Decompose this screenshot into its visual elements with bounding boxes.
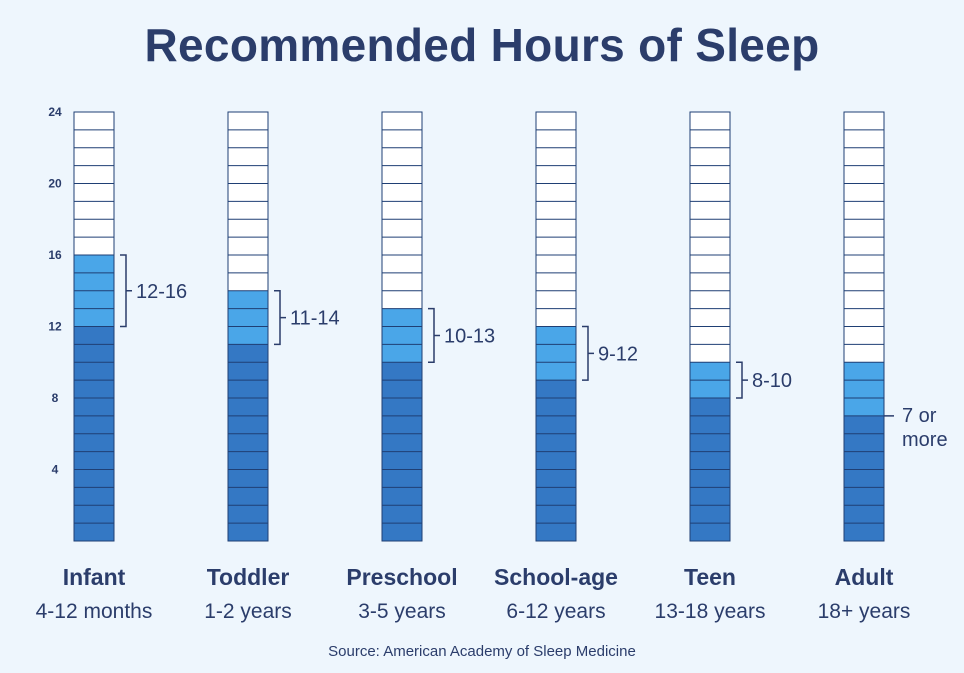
range-label: more <box>902 429 948 451</box>
category-label: Adult <box>834 564 894 590</box>
range-label: 7 or <box>902 405 937 427</box>
age-range-label: 18+ years <box>817 600 911 623</box>
column-outline <box>73 111 115 542</box>
y-tick-label: 4 <box>52 463 59 477</box>
category-label: School-age <box>494 564 618 590</box>
column-outline <box>689 111 731 542</box>
range-label: 10-13 <box>444 325 495 347</box>
age-range-label: 6-12 years <box>506 600 606 623</box>
source-note: Source: American Academy of Sleep Medici… <box>328 643 636 660</box>
chart-title: Recommended Hours of Sleep <box>144 19 820 71</box>
range-bracket <box>274 290 286 346</box>
range-label: 9-12 <box>598 343 638 365</box>
column-outline <box>227 111 269 542</box>
y-tick-label: 16 <box>48 248 62 262</box>
range-bracket <box>582 325 594 381</box>
age-range-label: 1-2 years <box>204 600 292 623</box>
age-range-label: 13-18 years <box>654 600 766 623</box>
bar-range <box>228 290 268 345</box>
category-label: Preschool <box>346 564 458 590</box>
column-outline <box>843 111 885 542</box>
bar-base <box>228 344 268 541</box>
bar-base <box>844 415 884 541</box>
range-bracket <box>120 254 132 328</box>
bar-range <box>536 326 576 381</box>
category-label: Teen <box>684 564 736 590</box>
range-bracket <box>736 361 748 399</box>
y-tick-label: 12 <box>48 320 62 334</box>
age-range-label: 3-5 years <box>358 600 446 623</box>
column-outline <box>381 111 423 542</box>
age-range-label: 4-12 months <box>35 600 153 623</box>
column-outline <box>535 111 577 542</box>
range-bracket <box>428 307 440 363</box>
range-label: 11-14 <box>290 308 340 330</box>
category-label: Infant <box>62 564 126 590</box>
bar-range <box>844 362 884 416</box>
y-tick-label: 24 <box>48 105 62 119</box>
range-label: 8-10 <box>752 370 792 392</box>
category-label: Toddler <box>206 564 290 590</box>
bar-base <box>536 380 576 541</box>
bar-range <box>382 308 422 363</box>
range-label: 12-16 <box>136 281 187 303</box>
y-tick-label: 20 <box>48 177 62 191</box>
y-tick-label: 8 <box>52 391 59 405</box>
